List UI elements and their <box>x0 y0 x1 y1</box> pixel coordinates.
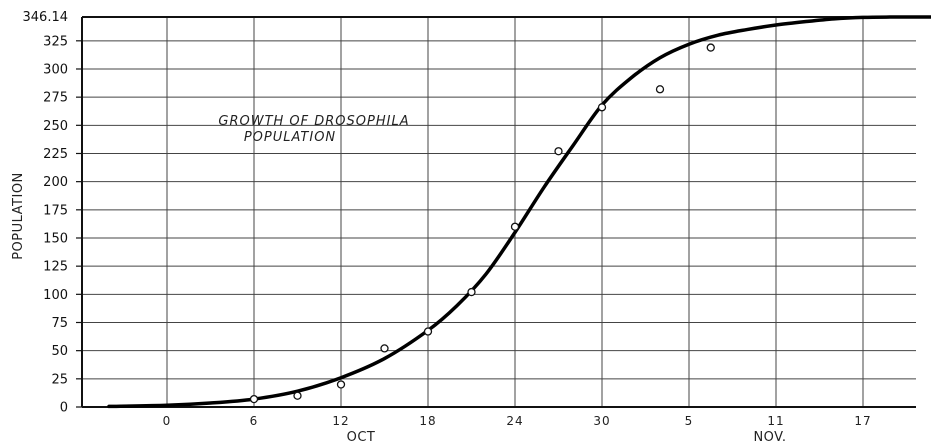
y-tick-labels: 0 25 50 75 100 125 150 175 200 225 250 275 300 325 346… <box>23 10 69 416</box>
data-point <box>423 327 433 336</box>
x-tick-label: 17 <box>854 414 871 428</box>
data-point <box>380 344 389 353</box>
y-tick-label: 25 <box>51 372 68 387</box>
y-tick-label: 0 <box>60 401 68 416</box>
y-axis-label: POPULATION <box>11 172 26 260</box>
y-tick-label: 200 <box>43 175 68 190</box>
y-tick-label: 75 <box>51 316 68 331</box>
x-tick-label: 0 <box>163 414 172 428</box>
y-tick-label: 300 <box>43 62 68 77</box>
x-tick-label: 6 <box>250 414 259 428</box>
y-tick-label-top: 346.14 <box>23 10 69 25</box>
data-point <box>467 287 476 297</box>
y-tick-label: 275 <box>43 91 68 106</box>
chart-title-line-2: POPULATION <box>244 130 336 145</box>
x-tick-label: 11 <box>767 414 784 428</box>
x-tick-label: 24 <box>506 414 523 428</box>
y-tick-label: 250 <box>43 119 68 134</box>
data-point <box>336 380 346 389</box>
x-tick-label: 18 <box>419 414 436 428</box>
data-point <box>597 103 607 112</box>
y-tick-label: 175 <box>43 203 68 218</box>
data-point <box>554 147 563 156</box>
y-tick-label: 325 <box>43 34 68 49</box>
data-point <box>655 85 665 94</box>
x-tick-label: 12 <box>332 414 349 428</box>
data-point <box>706 43 715 52</box>
data-point <box>510 222 520 231</box>
observed-points <box>249 43 715 404</box>
y-tick-label: 50 <box>51 344 68 359</box>
x-axis-label-nov: NOV. <box>753 430 786 445</box>
x-tick-label: 30 <box>593 414 610 428</box>
data-point <box>249 394 259 404</box>
x-tick-labels: 0 6 12 18 24 30 5 11 17 <box>163 414 871 428</box>
x-axis-label-oct: OCT <box>347 430 376 445</box>
logistic-curve-path <box>107 15 931 409</box>
chart-title-line-1: GROWTH OF DROSOPHILA <box>218 114 409 129</box>
logistic-curve <box>107 15 931 409</box>
axes <box>76 16 916 408</box>
grid <box>82 17 916 407</box>
y-tick-label: 225 <box>43 147 68 162</box>
y-tick-label: 100 <box>43 288 68 303</box>
x-tick-label: 5 <box>685 414 694 428</box>
data-point <box>293 391 302 400</box>
y-tick-label: 150 <box>43 231 68 246</box>
y-tick-label: 125 <box>43 260 68 275</box>
